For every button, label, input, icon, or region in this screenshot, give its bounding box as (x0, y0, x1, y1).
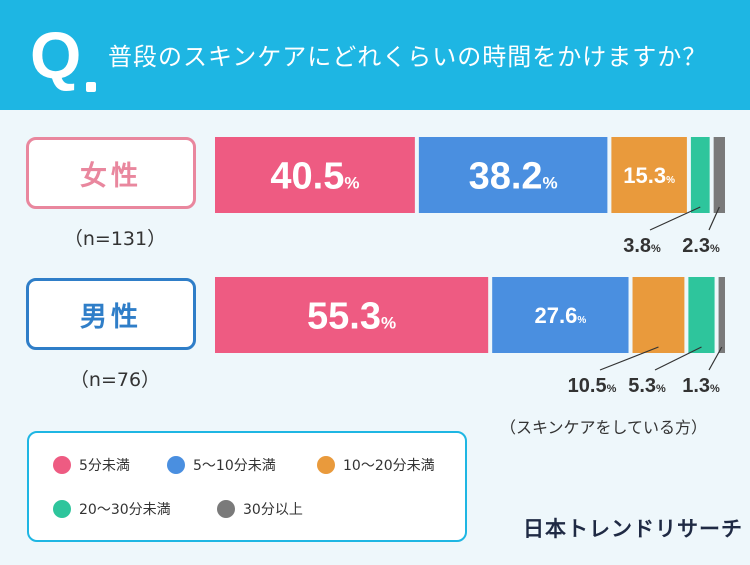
data-label: 1.3% (682, 375, 720, 397)
legend-item: 10〜20分未満 (317, 455, 435, 475)
legend-swatch (167, 456, 185, 474)
leader-line (654, 346, 702, 371)
q-dot (86, 82, 96, 92)
legend-item: 20〜30分未満 (53, 499, 171, 519)
seg-5to10-bar (492, 277, 629, 353)
legend: 5分未満 5〜10分未満 10〜20分未満 20〜30分未満 30分以上 (27, 431, 467, 542)
seg-20to30-bar (688, 277, 715, 353)
data-label: 3.8% (623, 235, 661, 257)
female-label-box: 女性 (26, 137, 196, 209)
legend-swatch (53, 456, 71, 474)
question-header: Q 普段のスキンケアにどれくらいの時間をかけますか？ (0, 0, 750, 110)
leader-line (708, 346, 723, 371)
brand-logo-text: 日本トレンドリサーチ (523, 517, 743, 541)
seg-20to30-bar (690, 137, 710, 213)
legend-label: 10〜20分未満 (343, 458, 435, 474)
seg-5to10-bar (418, 137, 608, 213)
legend-label: 30分以上 (243, 502, 303, 518)
leader-line (708, 206, 720, 231)
legend-swatch (317, 456, 335, 474)
seg-over30-bar (713, 137, 725, 213)
seg-under5-bar (215, 277, 489, 353)
legend-item: 30分以上 (217, 499, 303, 519)
male-label-box: 男性 (26, 278, 196, 350)
legend-label: 5〜10分未満 (193, 458, 276, 474)
legend-label: 5分未満 (79, 458, 130, 474)
male-sample-size: （n=76） (69, 369, 161, 391)
seg-10to20-bar (611, 137, 687, 213)
data-label: 5.3% (628, 375, 666, 397)
legend-swatch (53, 500, 71, 518)
seg-over30-bar (718, 277, 725, 353)
stacked-bar-chart: 40.5% 38.2% 15.3%3.8% 2.3%55.3% 27.6%10.5% 5.… (215, 137, 725, 397)
leader-line (649, 206, 701, 231)
leader-line (599, 346, 659, 371)
seg-under5-bar (215, 137, 415, 213)
legend-item: 5〜10分未満 (167, 455, 276, 475)
legend-swatch (217, 500, 235, 518)
data-label: 10.5% (568, 375, 617, 397)
seg-10to20-bar (632, 277, 685, 353)
legend-label: 20〜30分未満 (79, 502, 171, 518)
legend-item: 5分未満 (53, 455, 130, 475)
question-text: 普段のスキンケアにどれくらいの時間をかけますか？ (108, 43, 708, 71)
female-sample-size: （n=131） (63, 228, 167, 250)
respondent-note: （スキンケアをしている方） (500, 418, 708, 437)
q-letter: Q (30, 18, 82, 92)
data-label: 2.3% (682, 235, 720, 257)
